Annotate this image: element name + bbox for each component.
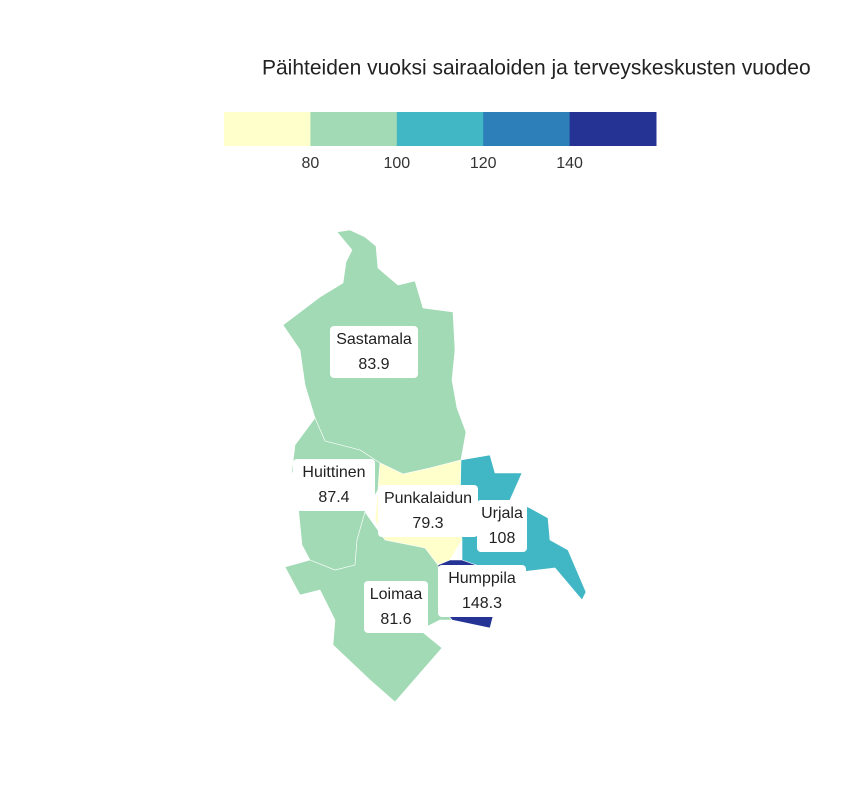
region-name: Humppila	[448, 570, 516, 587]
legend-swatch	[483, 112, 571, 146]
region-value: 81.6	[380, 611, 411, 628]
labels: Sastamala 83.9 Huittinen 87.4 Punkalaidun 79.…	[293, 326, 527, 633]
region-value: 79.3	[412, 515, 443, 532]
region-value: 108	[489, 530, 516, 547]
legend-swatch	[310, 112, 398, 146]
label-box	[438, 565, 526, 617]
map-title: Päihteiden vuoksi sairaaloiden ja tervey…	[262, 57, 811, 80]
legend-tick-label: 140	[556, 155, 583, 172]
region-value: 87.4	[318, 489, 349, 506]
region-name: Punkalaidun	[384, 490, 472, 507]
legend-swatch	[224, 112, 311, 146]
legend-swatch	[396, 112, 484, 146]
region-name: Sastamala	[336, 331, 412, 348]
region-name: Loimaa	[370, 586, 423, 603]
label-box	[378, 485, 478, 537]
legend-swatch	[569, 112, 657, 146]
label-box	[364, 581, 428, 633]
label-box	[330, 326, 418, 378]
region-value: 148.3	[462, 595, 502, 612]
region-value: 83.9	[358, 356, 389, 373]
region-name: Huittinen	[302, 464, 365, 481]
label-box	[477, 500, 527, 552]
legend-tick-label: 80	[302, 155, 320, 172]
legend: 80 100 120 140	[224, 112, 657, 172]
legend-tick-label: 120	[470, 155, 497, 172]
label-box	[293, 459, 375, 511]
legend-tick-label: 100	[383, 155, 410, 172]
region-name: Urjala	[481, 505, 523, 522]
